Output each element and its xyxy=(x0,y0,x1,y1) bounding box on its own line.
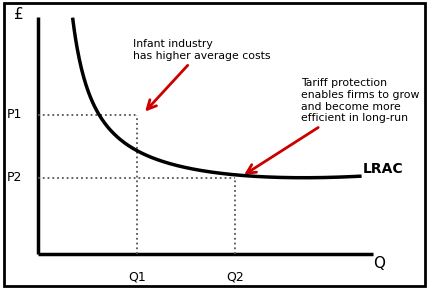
Text: LRAC: LRAC xyxy=(363,162,404,176)
Text: Tariff protection
enables firms to grow
and become more
efficient in long-run: Tariff protection enables firms to grow … xyxy=(247,78,419,173)
Text: Q2: Q2 xyxy=(226,271,244,284)
Text: £: £ xyxy=(14,7,23,22)
Text: Infant industry
has higher average costs: Infant industry has higher average costs xyxy=(133,39,271,109)
Text: P1: P1 xyxy=(6,108,22,121)
Text: Q1: Q1 xyxy=(128,271,145,284)
Text: Q: Q xyxy=(374,256,386,271)
Text: P2: P2 xyxy=(6,171,22,184)
